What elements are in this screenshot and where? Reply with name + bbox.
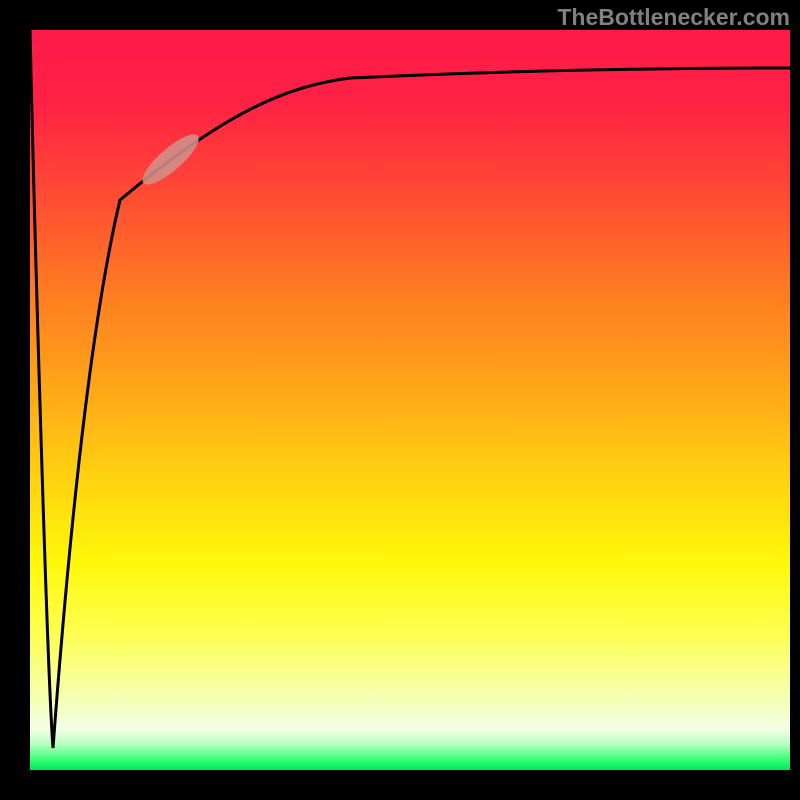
- chart-container: TheBottlenecker.com: [0, 0, 800, 800]
- curve-marker: [136, 128, 205, 192]
- plot-area: [30, 30, 790, 770]
- bottleneck-curve: [30, 30, 790, 748]
- curve-layer: [30, 30, 790, 770]
- watermark-text: TheBottlenecker.com: [557, 4, 790, 31]
